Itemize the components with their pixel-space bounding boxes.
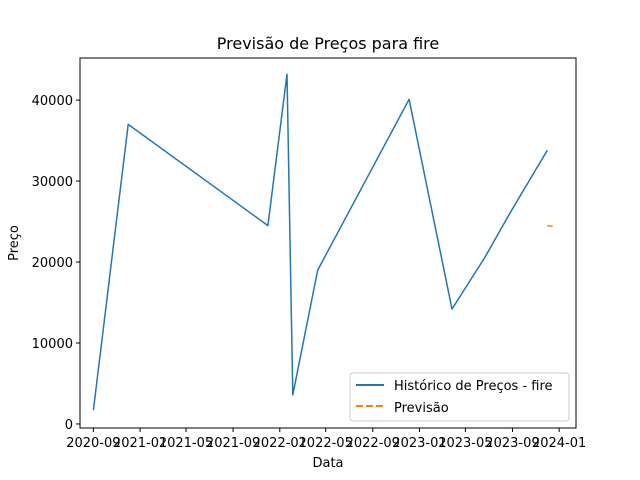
x-tick-label: 2021-05 [159,436,213,451]
x-tick-label: 2022-01 [253,436,307,451]
x-tick-label: 2023-05 [438,436,492,451]
x-axis: 2020-092021-012021-052021-092022-012022-… [66,428,586,451]
x-tick-label: 2023-01 [392,436,446,451]
series-line-1 [547,224,553,228]
x-tick-label: 2023-09 [485,436,539,451]
y-tick-label: 30000 [32,175,73,190]
axes-spines [79,57,577,429]
y-axis: 0 10000 20000 30000 40000 [32,94,80,433]
series-layer [92,73,553,411]
y-tick-label: 0 [65,418,73,433]
legend-box [349,372,570,422]
legend: Histórico de Preços - fire Previsão [349,372,570,422]
x-tick-label: 2022-05 [299,436,353,451]
x-axis-label: Data [312,456,343,471]
y-tick-label: 10000 [32,337,73,352]
y-axis-label: Preço [7,225,22,261]
axes-frame [79,57,577,429]
y-tick-label: 20000 [32,256,73,271]
y-tick-label: 40000 [32,94,73,109]
x-tick-label: 2021-09 [206,436,260,451]
x-tick-label: 2021-01 [113,436,167,451]
x-tick-label: 2024-01 [532,436,586,451]
x-tick-label: 2022-09 [346,436,400,451]
legend-label-historico: Histórico de Preços - fire [394,379,553,394]
x-tick-label: 2020-09 [66,436,120,451]
legend-label-previsao: Previsão [394,401,449,416]
chart-title: Previsão de Preços para fire [217,34,439,53]
